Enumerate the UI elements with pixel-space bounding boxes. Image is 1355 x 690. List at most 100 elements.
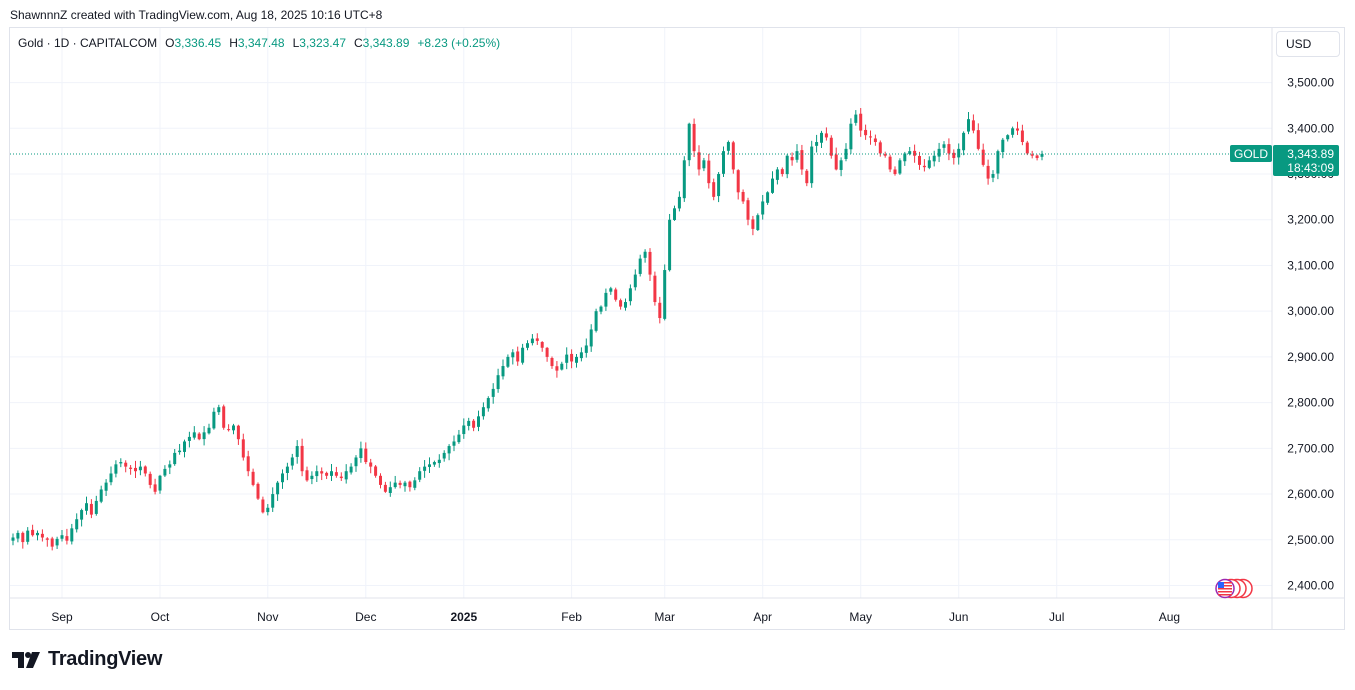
candle [506, 354, 510, 368]
candle [918, 151, 921, 170]
candle [75, 513, 79, 533]
us-flag-icon [1215, 578, 1235, 599]
candle [682, 156, 686, 202]
candle [736, 169, 740, 200]
candle [134, 460, 137, 479]
candle [290, 453, 294, 470]
candle [947, 138, 951, 161]
candle [633, 269, 637, 291]
candle [893, 166, 897, 176]
candle [883, 151, 887, 158]
candle [276, 480, 280, 501]
candle [560, 361, 564, 371]
candle [153, 478, 157, 495]
candle [722, 146, 725, 177]
candle [217, 404, 221, 415]
candle [824, 127, 828, 141]
candle [785, 154, 789, 179]
candle [295, 440, 299, 464]
price-tick-label: 2,500.00 [1287, 533, 1334, 547]
candle [697, 145, 701, 176]
candle [849, 118, 853, 154]
candle [746, 197, 750, 226]
candle [971, 114, 975, 134]
price-tick-label: 2,800.00 [1287, 396, 1334, 410]
last-price-text: 3,343.89 [1287, 147, 1334, 161]
candle [408, 480, 412, 492]
candle [246, 450, 250, 477]
candle [663, 264, 667, 321]
time-tick-label: Sep [51, 610, 73, 624]
candle [21, 531, 25, 549]
candle [589, 324, 593, 352]
candle [535, 333, 539, 345]
tradingview-logo[interactable]: TradingView [12, 648, 162, 671]
candle [927, 156, 931, 170]
candle [594, 308, 598, 333]
time-tick-label: Nov [257, 610, 278, 624]
candles [11, 108, 1044, 551]
candle [305, 466, 309, 482]
candle [692, 118, 696, 157]
time-tick-label: May [849, 610, 872, 624]
candle [908, 146, 912, 156]
candle [795, 144, 799, 163]
price-tick-label: 3,500.00 [1287, 76, 1334, 90]
candle [212, 407, 216, 430]
candle [85, 496, 88, 515]
candle [168, 460, 172, 475]
candle [457, 429, 461, 444]
time-tick-label: Jul [1049, 610, 1064, 624]
candle [731, 140, 735, 174]
candle [658, 296, 662, 324]
open-label: O [165, 36, 175, 50]
candle [815, 134, 819, 153]
candle [1020, 124, 1024, 146]
candle [271, 487, 275, 512]
candle [104, 479, 108, 497]
candle [222, 404, 226, 430]
calendar-events-icon[interactable] [1215, 578, 1253, 599]
candle [844, 143, 848, 162]
candle [99, 485, 103, 504]
candle [119, 458, 123, 468]
candle [447, 444, 451, 461]
candle [1025, 140, 1029, 156]
candle [638, 254, 642, 277]
price-tick-label: 2,600.00 [1287, 487, 1334, 501]
candle [550, 356, 554, 369]
candle [197, 432, 201, 441]
symbol-tag-text: GOLD [1234, 147, 1268, 161]
candle [50, 536, 54, 551]
candle [677, 191, 681, 212]
candle [717, 172, 721, 203]
candle [325, 471, 329, 480]
time-tick-label: Dec [355, 610, 376, 624]
candle [359, 441, 363, 463]
time-tick-label: Oct [151, 610, 170, 624]
symbol-name: Gold · 1D · CAPITALCOM [18, 36, 158, 50]
candle [124, 460, 128, 473]
candle [354, 455, 358, 472]
bar-countdown-text: 18:43:09 [1287, 161, 1334, 175]
tradingview-logo-icon [12, 651, 40, 668]
candle [976, 123, 980, 151]
change-value: +8.23 (+0.25%) [417, 36, 501, 50]
candle [256, 482, 260, 500]
candle [820, 130, 823, 148]
price-tick-label: 3,400.00 [1287, 121, 1334, 135]
candle [178, 443, 182, 455]
candle [383, 481, 387, 493]
candle [545, 346, 549, 362]
candle [379, 473, 382, 489]
currency-button[interactable]: USD [1276, 31, 1340, 57]
candle [398, 480, 402, 489]
candle [80, 508, 84, 527]
low-label: L [292, 36, 300, 50]
candle [462, 418, 466, 439]
candle [584, 338, 588, 358]
chart-frame[interactable] [9, 27, 1345, 630]
candle [344, 464, 348, 484]
candle [834, 147, 838, 171]
